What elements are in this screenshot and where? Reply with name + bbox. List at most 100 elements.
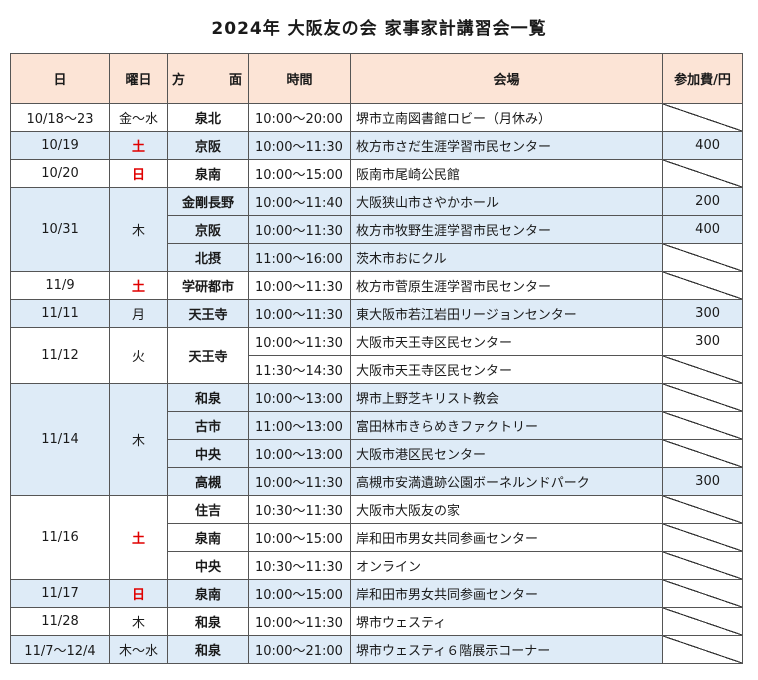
weekday-cell: 日 [109,159,168,188]
date-cell: 11/17 [10,579,110,608]
area-cell: 和泉 [167,607,249,636]
fee-cell-empty [662,103,743,132]
header-weekday: 曜日 [109,53,168,104]
page-title: 2024年 大阪友の会 家事家計講習会一覧 [211,19,547,39]
table-row: 北摂 11:00～16:00 茨木市おにクル [11,243,743,272]
venue-cell: 東大阪市若江岩田リージョンセンター [350,299,663,328]
date-cell: 10/31 [10,187,110,272]
venue-cell: 大阪市天王寺区民センター [350,355,663,384]
venue-cell: オンライン [350,551,663,580]
weekday-cell: 木 [109,607,168,636]
time-cell: 10:00～11:30 [248,215,351,244]
table-row: 10/19 土 京阪 10:00～11:30 枚方市さだ生涯学習市民センター 4… [10,131,743,160]
header-date: 日 [10,53,110,104]
weekday-cell: 月 [109,299,168,328]
fee-cell: 300 [662,467,743,496]
time-cell: 10:00～11:40 [248,187,351,216]
weekday-cell: 金～水 [109,103,168,132]
fee-cell-empty [662,635,743,664]
venue-cell: 堺市ウェスティ [350,607,663,636]
venue-cell: 堺市上野芝キリスト教会 [350,383,663,412]
time-cell: 10:00～15:00 [248,579,351,608]
time-cell: 10:00～11:30 [248,607,351,636]
area-cell: 中央 [167,551,249,580]
date-cell: 11/14 [10,383,110,496]
venue-cell: 茨木市おにクル [350,243,663,272]
venue-cell: 枚方市菅原生涯学習市民センター [350,271,663,300]
weekday-cell: 木 [109,187,168,272]
area-cell: 泉北 [167,103,249,132]
venue-cell: 富田林市きらめきファクトリー [350,411,663,440]
fee-cell: 300 [662,299,743,328]
fee-cell-empty [662,523,743,552]
weekday-cell: 火 [109,327,168,384]
time-cell: 11:30～14:30 [248,355,351,384]
weekday-cell: 土 [109,495,168,580]
area-cell: 北摂 [167,243,249,272]
venue-cell: 高槻市安満遺跡公園ボーネルンドパーク [350,467,663,496]
area-cell: 泉南 [167,159,249,188]
time-cell: 10:00～20:00 [248,103,351,132]
weekday-cell: 日 [109,579,168,608]
time-cell: 10:00～15:00 [248,159,351,188]
date-cell: 11/7～12/4 [10,635,110,664]
time-cell: 10:00～11:30 [248,327,351,356]
header-fee: 参加費/円 [662,53,743,104]
table-row: 京阪 10:00～11:30 枚方市牧野生涯学習市民センター 400 [11,215,743,244]
table-row: 11/9 土 学研都市 10:00～11:30 枚方市菅原生涯学習市民センター [10,271,743,300]
area-cell: 天王寺 [167,327,249,384]
date-cell: 10/19 [10,131,110,160]
date-cell: 11/12 [10,327,110,384]
venue-cell: 堺市ウェスティ６階展示コーナー [350,635,663,664]
fee-cell: 300 [662,327,743,356]
time-cell: 10:30～11:30 [248,495,351,524]
area-cell: 金剛長野 [167,187,249,216]
fee-cell-empty [662,551,743,580]
time-cell: 10:30～11:30 [248,551,351,580]
area-cell: 住吉 [167,495,249,524]
time-cell: 10:00～21:00 [248,635,351,664]
area-cell: 高槻 [167,467,249,496]
fee-cell-empty [662,383,743,412]
header-row: 日 曜日 方面 時間 会場 参加費/円 [10,53,743,104]
table-row: 高槻 10:00～11:30 高槻市安満遺跡公園ボーネルンドパーク 300 [11,467,743,496]
time-cell: 10:00～11:30 [248,131,351,160]
table-row: 10/20 日 泉南 10:00～15:00 阪南市尾崎公民館 [10,159,743,188]
weekday-cell: 木 [109,383,168,496]
fee-cell-empty [662,159,743,188]
time-cell: 10:00～11:30 [248,271,351,300]
area-cell: 泉南 [167,523,249,552]
fee-cell-empty [662,243,743,272]
fee-cell-empty [662,579,743,608]
weekday-cell: 土 [109,131,168,160]
time-cell: 10:00～15:00 [248,523,351,552]
table-row: 11/16 土 住吉 10:30～11:30 大阪市大阪友の家 [10,495,743,580]
venue-cell: 枚方市牧野生涯学習市民センター [350,215,663,244]
date-cell: 10/20 [10,159,110,188]
table-row: 10/18～23 金～水 泉北 10:00～20:00 堺市立南図書館ロビー（月… [10,103,743,132]
area-cell: 天王寺 [167,299,249,328]
venue-cell: 岸和田市男女共同参画センター [350,523,663,552]
fee-cell: 400 [662,131,743,160]
table-row: 11/14 木 和泉 10:00～13:00 堺市上野芝キリスト教会 [10,383,743,496]
area-cell: 学研都市 [167,271,249,300]
time-cell: 10:00～11:30 [248,467,351,496]
header-area: 方面 [167,53,249,104]
fee-cell-empty [662,411,743,440]
table-row: 11/7～12/4 木～水 和泉 10:00～21:00 堺市ウェスティ６階展示… [10,635,743,664]
venue-cell: 大阪市天王寺区民センター [350,327,663,356]
area-cell: 京阪 [167,215,249,244]
time-cell: 10:00～11:30 [248,299,351,328]
table-row: 11:30～14:30 大阪市天王寺区民センター [11,355,743,384]
venue-cell: 堺市立南図書館ロビー（月休み） [350,103,663,132]
table-row: 11/17 日 泉南 10:00～15:00 岸和田市男女共同参画センター [10,579,743,608]
table-row: 泉南 10:00～15:00 岸和田市男女共同参画センター [11,523,743,552]
table-row: 11/28 木 和泉 10:00～11:30 堺市ウェスティ [10,607,743,636]
fee-cell-empty [662,271,743,300]
venue-cell: 枚方市さだ生涯学習市民センター [350,131,663,160]
area-cell: 和泉 [167,383,249,412]
date-cell: 11/9 [10,271,110,300]
fee-cell-empty [662,495,743,524]
date-cell: 10/18～23 [10,103,110,132]
venue-cell: 岸和田市男女共同参画センター [350,579,663,608]
